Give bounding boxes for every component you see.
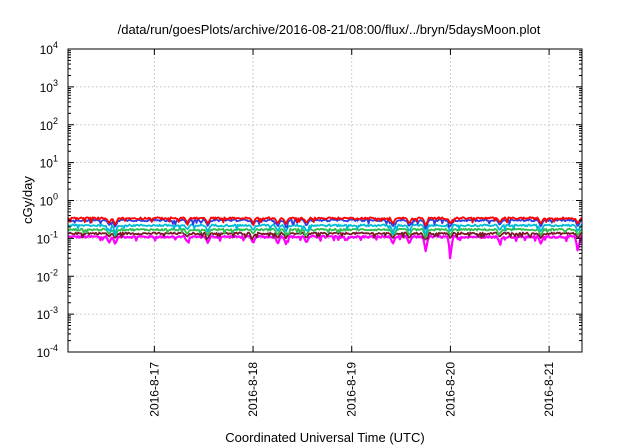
y-tick-label: 10-2: [37, 267, 58, 284]
series-line: [67, 234, 583, 260]
x-tick-label: 2016-8-19: [345, 362, 359, 417]
y-tick-label: 104: [40, 40, 58, 57]
x-tick-label: 2016-8-18: [246, 362, 260, 417]
y-tick-label: 101: [40, 154, 58, 171]
series-line: [67, 216, 583, 227]
y-tick-label: 10-3: [37, 305, 58, 322]
y-tick-label: 102: [40, 116, 58, 133]
x-tick-label: 2016-8-17: [147, 362, 161, 417]
x-tick-label: 2016-8-21: [542, 362, 556, 417]
y-tick-label: 10-4: [37, 343, 58, 360]
series-line: [67, 223, 583, 236]
y-axis: 10-4 10-3 10-2 10-1 100 101 102 103 104: [37, 40, 582, 360]
x-axis-label: Coordinated Universal Time (UTC): [225, 430, 424, 445]
series-line: [67, 231, 583, 241]
grid-lines: [68, 49, 582, 352]
series-group: [67, 216, 583, 260]
x-axis: 2016-8-17 2016-8-18 2016-8-19 2016-8-20 2016…: [147, 49, 556, 417]
x-tick-label: 2016-8-20: [443, 362, 457, 417]
series-line: [67, 227, 583, 239]
chart-title: /data/run/goesPlots/archive/2016-08-21/0…: [118, 22, 541, 37]
y-tick-label: 10-1: [37, 229, 58, 246]
y-axis-label: cGy/day: [20, 176, 35, 224]
y-tick-label: 100: [40, 192, 58, 209]
y-tick-label: 103: [40, 78, 58, 95]
